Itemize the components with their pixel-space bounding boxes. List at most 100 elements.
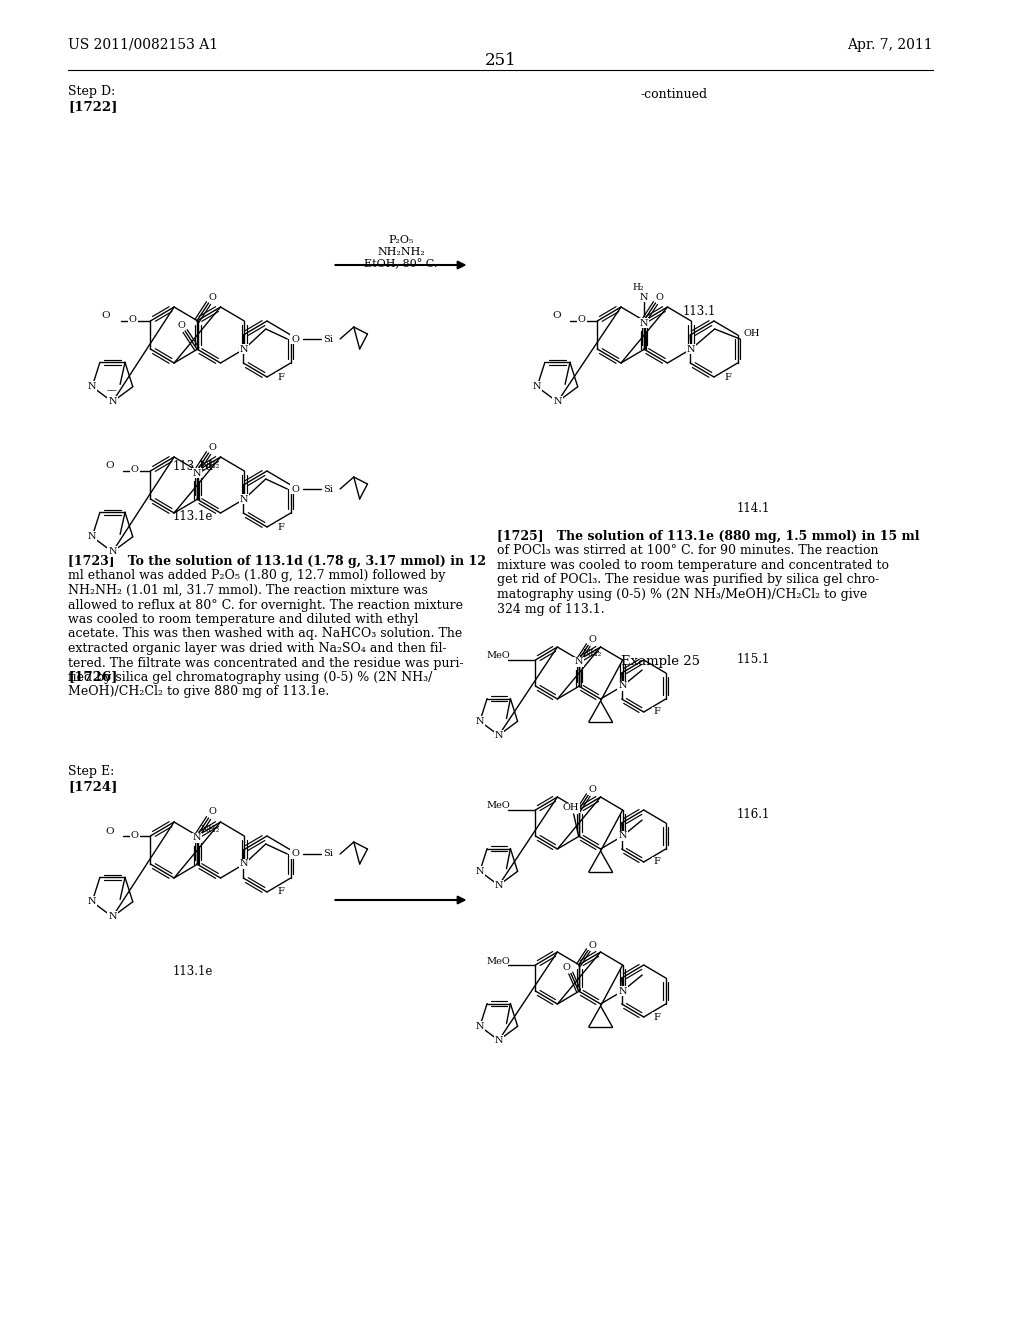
Text: O: O [578, 315, 586, 325]
Text: O: O [563, 964, 570, 973]
Text: get rid of POCl₃. The residue was purified by silica gel chro-: get rid of POCl₃. The residue was purifi… [497, 573, 879, 586]
Text: O: O [291, 334, 299, 343]
Text: N: N [495, 880, 503, 890]
Text: N: N [240, 859, 249, 869]
Text: O: O [589, 635, 596, 644]
Text: N: N [193, 469, 201, 478]
Text: N: N [475, 717, 484, 726]
Text: O: O [209, 808, 216, 817]
Text: 324 mg of 113.1.: 324 mg of 113.1. [497, 602, 604, 615]
Text: MeO: MeO [486, 652, 510, 660]
Text: —: — [106, 387, 116, 395]
Text: NH₂: NH₂ [201, 825, 220, 834]
Text: fied by silica gel chromatography using (0-5) % (2N NH₃/: fied by silica gel chromatography using … [69, 671, 433, 684]
Text: Apr. 7, 2011: Apr. 7, 2011 [847, 38, 933, 51]
Text: 113.1d: 113.1d [172, 459, 213, 473]
Text: [1726]: [1726] [69, 671, 118, 682]
Text: F: F [278, 372, 284, 381]
Text: N: N [109, 548, 117, 556]
Text: P₂O₅: P₂O₅ [388, 235, 414, 246]
Text: N: N [618, 681, 627, 690]
Text: N: N [495, 1036, 503, 1045]
Text: ml ethanol was added P₂O₅ (1.80 g, 12.7 mmol) followed by: ml ethanol was added P₂O₅ (1.80 g, 12.7 … [69, 569, 446, 582]
Text: OH: OH [743, 329, 760, 338]
Text: NH₂: NH₂ [201, 461, 220, 470]
Text: NH₂NH₂ (1.01 ml, 31.7 mmol). The reaction mixture was: NH₂NH₂ (1.01 ml, 31.7 mmol). The reactio… [69, 583, 428, 597]
Text: OH: OH [562, 804, 579, 813]
Text: of POCl₃ was stirred at 100° C. for 90 minutes. The reaction: of POCl₃ was stirred at 100° C. for 90 m… [497, 544, 879, 557]
Text: N: N [240, 495, 249, 503]
Text: MeO: MeO [486, 801, 510, 810]
Text: 113.1e: 113.1e [172, 965, 213, 978]
Text: N: N [553, 397, 562, 407]
Text: N: N [109, 397, 117, 407]
Text: matography using (0-5) % (2N NH₃/MeOH)/CH₂Cl₂ to give: matography using (0-5) % (2N NH₃/MeOH)/C… [497, 587, 867, 601]
Text: O: O [589, 785, 596, 795]
Text: O: O [552, 312, 560, 321]
Text: O: O [209, 442, 216, 451]
Text: N: N [109, 912, 117, 921]
Text: EtOH, 80° C.: EtOH, 80° C. [365, 259, 437, 269]
Text: O: O [129, 315, 136, 325]
Text: N: N [475, 1022, 484, 1031]
Text: MeOH)/CH₂Cl₂ to give 880 mg of 113.1e.: MeOH)/CH₂Cl₂ to give 880 mg of 113.1e. [69, 685, 330, 698]
Text: 113.1: 113.1 [683, 305, 716, 318]
Text: N: N [88, 532, 96, 541]
Text: [1724]: [1724] [69, 780, 118, 793]
Text: F: F [724, 372, 731, 381]
Text: N: N [475, 867, 484, 875]
Text: O: O [131, 830, 138, 840]
Text: Si: Si [324, 334, 333, 343]
Text: O: O [209, 293, 216, 301]
Text: O: O [291, 484, 299, 494]
Text: MeO: MeO [486, 957, 510, 965]
Text: F: F [653, 1012, 659, 1022]
Text: Step E:: Step E: [69, 766, 115, 777]
Text: mixture was cooled to room temperature and concentrated to: mixture was cooled to room temperature a… [497, 558, 889, 572]
Text: N: N [687, 345, 695, 354]
Text: Si: Si [324, 484, 333, 494]
Text: O: O [589, 940, 596, 949]
Text: [1722]: [1722] [69, 100, 118, 114]
Text: F: F [278, 523, 284, 532]
Text: F: F [653, 858, 659, 866]
Text: [1725]   The solution of 113.1e (880 mg, 1.5 mmol) in 15 ml: [1725] The solution of 113.1e (880 mg, 1… [497, 531, 920, 543]
Text: [1723]   To the solution of 113.1d (1.78 g, 3.17 mmol) in 12: [1723] To the solution of 113.1d (1.78 g… [69, 554, 486, 568]
Text: NH₂NH₂: NH₂NH₂ [377, 247, 425, 257]
Text: N: N [88, 898, 96, 907]
Text: N: N [618, 832, 627, 841]
Text: N: N [640, 318, 648, 327]
Text: 251: 251 [484, 51, 516, 69]
Text: 113.1e: 113.1e [172, 510, 213, 523]
Text: tered. The filtrate was concentrated and the residue was puri-: tered. The filtrate was concentrated and… [69, 656, 464, 669]
Text: H₂: H₂ [632, 282, 643, 292]
Text: 115.1: 115.1 [736, 653, 770, 667]
Text: F: F [278, 887, 284, 896]
Text: N: N [640, 293, 648, 301]
Text: Step D:: Step D: [69, 84, 116, 98]
Text: Si: Si [324, 850, 333, 858]
Text: NH₂: NH₂ [583, 649, 602, 659]
Text: N: N [495, 731, 503, 739]
Text: 116.1: 116.1 [736, 808, 770, 821]
Text: N: N [88, 383, 96, 391]
Text: was cooled to room temperature and diluted with ethyl: was cooled to room temperature and dilut… [69, 612, 419, 626]
Text: N: N [193, 833, 201, 842]
Text: N: N [618, 986, 627, 995]
Text: N: N [240, 345, 249, 354]
Text: N: N [574, 657, 583, 667]
Text: 114.1: 114.1 [736, 502, 770, 515]
Text: US 2011/0082153 A1: US 2011/0082153 A1 [69, 38, 218, 51]
Text: allowed to reflux at 80° C. for overnight. The reaction mixture: allowed to reflux at 80° C. for overnigh… [69, 598, 464, 611]
Text: F: F [653, 708, 659, 717]
Text: N: N [532, 383, 542, 391]
Text: O: O [655, 293, 664, 301]
Text: O: O [105, 826, 114, 836]
Text: Example 25: Example 25 [621, 655, 700, 668]
Text: O: O [131, 466, 138, 474]
Text: -continued: -continued [641, 88, 708, 102]
Text: O: O [101, 312, 110, 321]
Text: acetate. This was then washed with aq. NaHCO₃ solution. The: acetate. This was then washed with aq. N… [69, 627, 463, 640]
Text: O: O [105, 462, 114, 470]
Text: extracted organic layer was dried with Na₂SO₄ and then fil-: extracted organic layer was dried with N… [69, 642, 447, 655]
